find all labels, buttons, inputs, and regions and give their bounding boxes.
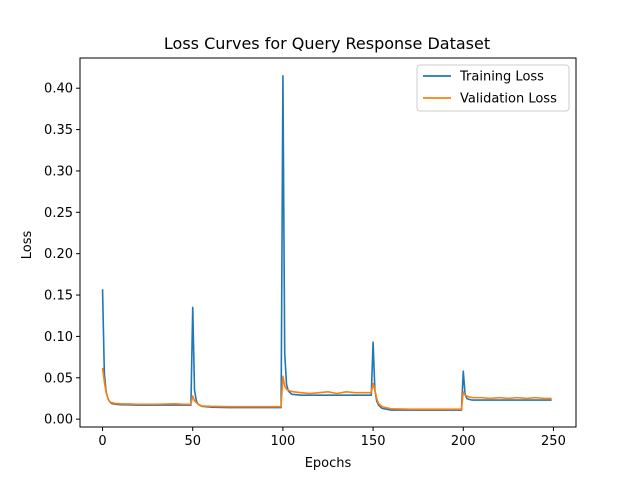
y-tick-label: 0.10 bbox=[44, 330, 73, 345]
legend-box bbox=[416, 64, 570, 112]
x-tick-label: 200 bbox=[451, 434, 476, 449]
x-tick-label: 50 bbox=[184, 434, 201, 449]
y-tick-label: 0.20 bbox=[44, 247, 73, 262]
y-tick-label: 0.15 bbox=[44, 289, 73, 304]
legend-entry-label: Training Loss bbox=[459, 70, 544, 85]
legend-entry-label: Validation Loss bbox=[460, 92, 557, 107]
x-tick-label: 0 bbox=[98, 434, 106, 449]
y-tick-label: 0.00 bbox=[44, 413, 73, 428]
y-axis-label: Loss bbox=[20, 231, 35, 260]
series-line-training-loss bbox=[101, 74, 552, 411]
x-axis-label: Epochs bbox=[305, 456, 352, 471]
x-tick-label: 100 bbox=[270, 434, 295, 449]
y-tick-label: 0.40 bbox=[44, 82, 73, 97]
y-tick-label: 0.30 bbox=[44, 164, 73, 179]
x-tick-label: 150 bbox=[361, 434, 386, 449]
chart-title: Loss Curves for Query Response Dataset bbox=[164, 34, 490, 53]
legend: Training Loss Validation Loss bbox=[416, 64, 570, 112]
series-line-validation-loss bbox=[101, 367, 552, 411]
y-tick-label: 0.35 bbox=[44, 123, 73, 138]
plot-frame bbox=[79, 57, 577, 428]
x-tick-label: 250 bbox=[541, 434, 566, 449]
y-tick-label: 0.25 bbox=[44, 206, 73, 221]
y-tick-label: 0.05 bbox=[44, 371, 73, 386]
axes-area: 0 50 100 150 200 250 0.00 0.05 0.10 0.15 0.20 0.25 0… bbox=[44, 57, 577, 449]
